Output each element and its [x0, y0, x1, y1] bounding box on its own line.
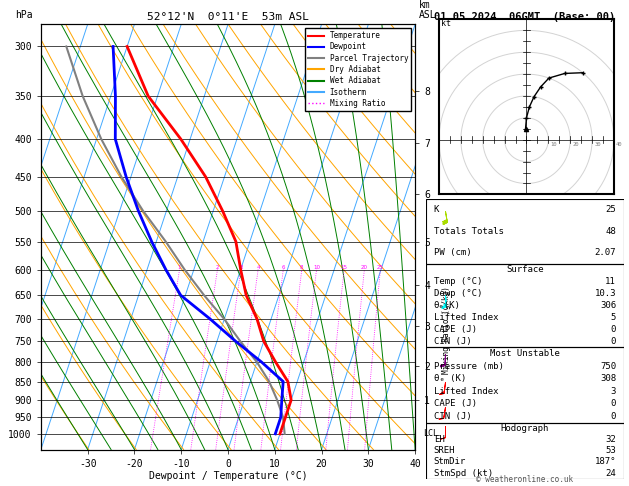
Text: 0: 0	[611, 337, 616, 346]
Text: LCL: LCL	[423, 429, 438, 438]
Text: 20: 20	[572, 142, 579, 147]
Text: 32: 32	[605, 435, 616, 444]
Text: 0: 0	[611, 325, 616, 334]
Text: 3: 3	[611, 387, 616, 396]
Text: 10: 10	[313, 264, 320, 270]
Bar	[426, 423, 624, 479]
Text: 6: 6	[282, 264, 285, 270]
Text: 25: 25	[605, 206, 616, 214]
Text: 8: 8	[300, 264, 304, 270]
Text: 20: 20	[361, 264, 368, 270]
Text: 10: 10	[550, 142, 557, 147]
Text: 3: 3	[239, 264, 243, 270]
Text: kt: kt	[441, 19, 451, 28]
Text: Totals Totals: Totals Totals	[434, 227, 504, 236]
Text: Temp (°C): Temp (°C)	[434, 277, 482, 286]
Text: CAPE (J): CAPE (J)	[434, 399, 477, 408]
Text: θₑ (K): θₑ (K)	[434, 374, 466, 383]
Text: 5: 5	[611, 313, 616, 322]
Text: Lifted Index: Lifted Index	[434, 387, 498, 396]
Text: StmSpd (kt): StmSpd (kt)	[434, 469, 493, 478]
Text: CIN (J): CIN (J)	[434, 337, 471, 346]
Text: 10.3: 10.3	[594, 289, 616, 298]
Text: CAPE (J): CAPE (J)	[434, 325, 477, 334]
Text: PW (cm): PW (cm)	[434, 248, 471, 257]
Text: StmDir: StmDir	[434, 457, 466, 467]
Text: 308: 308	[600, 374, 616, 383]
Bar	[426, 199, 624, 263]
Text: Most Unstable: Most Unstable	[490, 349, 560, 358]
Text: 750: 750	[600, 362, 616, 371]
Text: 30: 30	[594, 142, 601, 147]
Text: Dewp (°C): Dewp (°C)	[434, 289, 482, 298]
Text: 4: 4	[257, 264, 260, 270]
Text: Lifted Index: Lifted Index	[434, 313, 498, 322]
Text: CIN (J): CIN (J)	[434, 412, 471, 421]
Bar	[426, 263, 624, 347]
Text: 53: 53	[605, 446, 616, 455]
Text: Mixing Ratio (g/kg): Mixing Ratio (g/kg)	[442, 287, 452, 374]
Text: Surface: Surface	[506, 265, 543, 274]
Text: 48: 48	[605, 227, 616, 236]
Text: 306: 306	[600, 301, 616, 310]
X-axis label: Dewpoint / Temperature (°C): Dewpoint / Temperature (°C)	[148, 471, 308, 481]
Text: 2.07: 2.07	[594, 248, 616, 257]
Text: km
ASL: km ASL	[419, 0, 437, 20]
Text: 0: 0	[611, 399, 616, 408]
Text: © weatheronline.co.uk: © weatheronline.co.uk	[476, 474, 573, 484]
Text: Pressure (mb): Pressure (mb)	[434, 362, 504, 371]
Text: 15: 15	[341, 264, 348, 270]
Text: SREH: SREH	[434, 446, 455, 455]
Text: hPa: hPa	[14, 10, 32, 20]
Text: 25: 25	[377, 264, 384, 270]
Text: θₑ(K): θₑ(K)	[434, 301, 460, 310]
Text: 24: 24	[605, 469, 616, 478]
Text: 40: 40	[616, 142, 623, 147]
Legend: Temperature, Dewpoint, Parcel Trajectory, Dry Adiabat, Wet Adiabat, Isotherm, Mi: Temperature, Dewpoint, Parcel Trajectory…	[305, 28, 411, 111]
Text: EH: EH	[434, 435, 445, 444]
Text: 0: 0	[611, 412, 616, 421]
Text: Hodograph: Hodograph	[501, 424, 549, 433]
Text: 1: 1	[178, 264, 181, 270]
Text: 01.05.2024  06GMT  (Base: 00): 01.05.2024 06GMT (Base: 00)	[434, 12, 616, 22]
Text: 187°: 187°	[594, 457, 616, 467]
Title: 52°12'N  0°11'E  53m ASL: 52°12'N 0°11'E 53m ASL	[147, 12, 309, 22]
Text: 2: 2	[216, 264, 220, 270]
Text: 11: 11	[605, 277, 616, 286]
Text: K: K	[434, 206, 439, 214]
Bar	[426, 347, 624, 423]
